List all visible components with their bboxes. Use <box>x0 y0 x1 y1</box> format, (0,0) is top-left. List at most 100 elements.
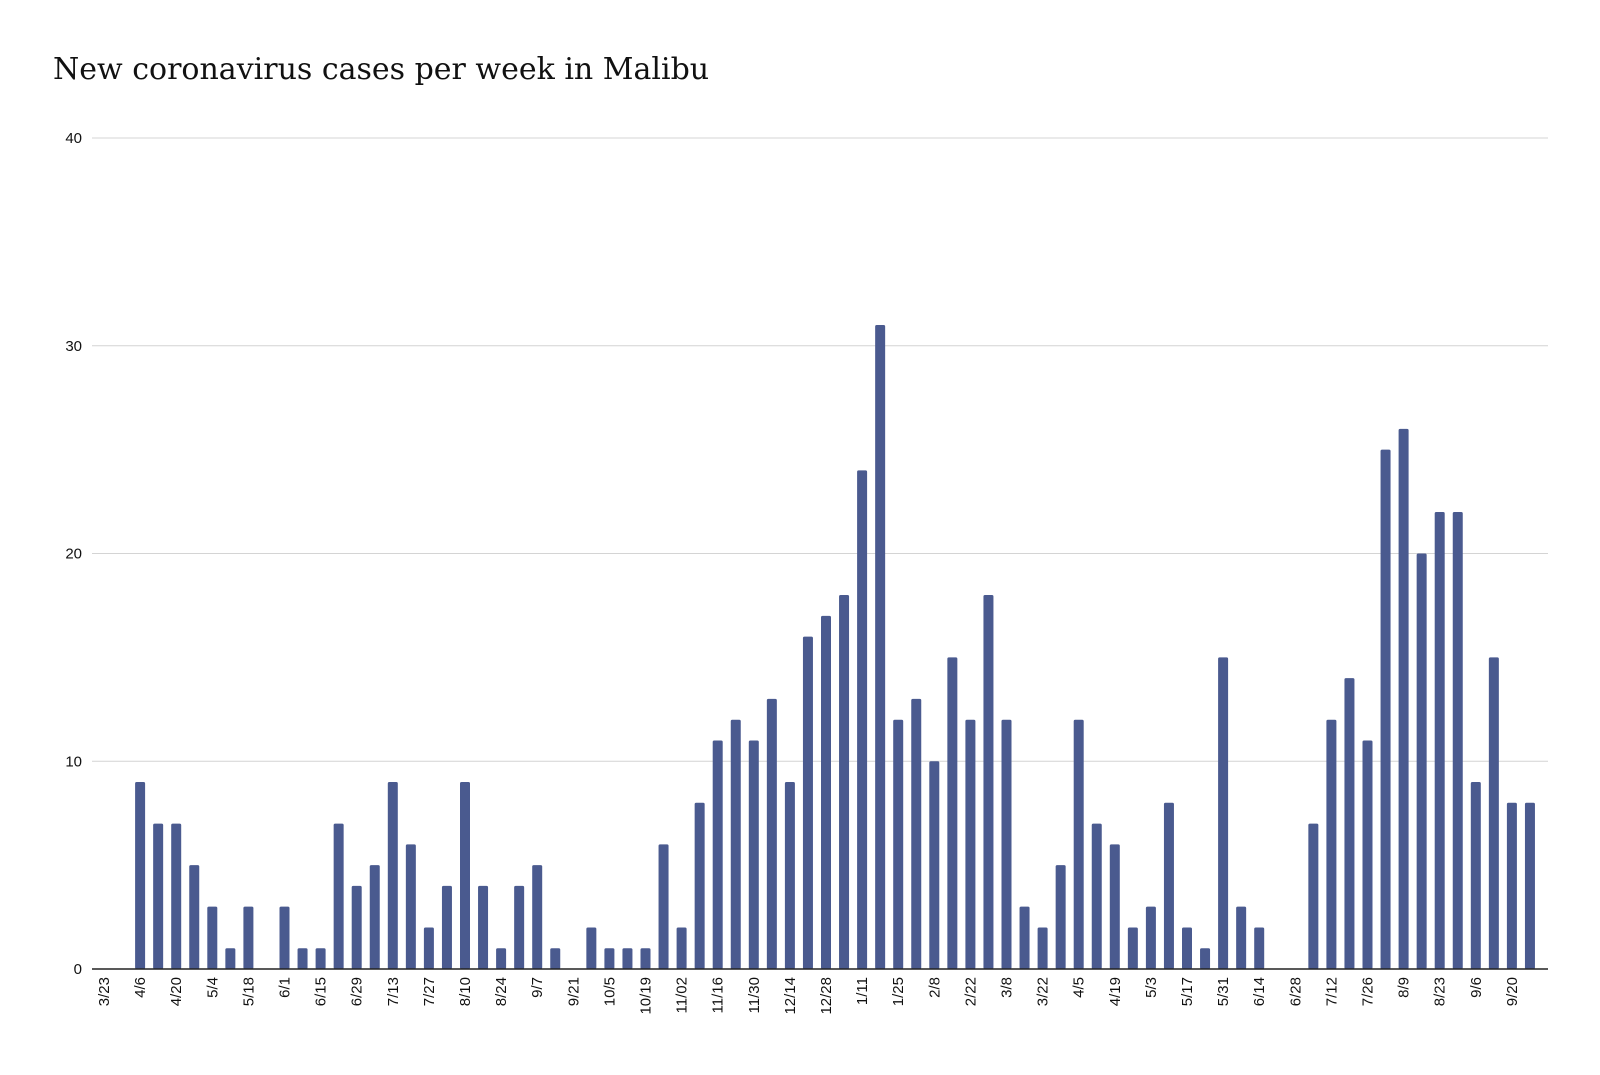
bar-8-9 <box>1398 428 1409 970</box>
bar-5-24 <box>1200 948 1211 969</box>
bar-1-11 <box>857 470 868 969</box>
x-tick-label: 2/8 <box>926 977 943 998</box>
bar-1-18 <box>875 324 886 970</box>
chart-title: New coronavirus cases per week in Malibu <box>53 52 710 87</box>
bar-1-25 <box>893 719 904 969</box>
bar-10-19 <box>640 948 651 969</box>
y-tick-label: 40 <box>65 130 82 147</box>
x-tick-label: 11/30 <box>746 977 763 1013</box>
y-tick-label: 0 <box>74 961 82 978</box>
bar-8-31 <box>514 885 525 969</box>
bar-7-13 <box>387 782 398 969</box>
bar-11-16 <box>712 740 723 969</box>
x-tick-label: 5/18 <box>240 977 257 1006</box>
bar-4-6 <box>135 782 146 969</box>
x-tick-label: 4/19 <box>1107 977 1124 1006</box>
bar-9-20 <box>1506 802 1517 969</box>
bar-3-1 <box>983 595 994 969</box>
x-tick-label: 6/15 <box>313 977 330 1006</box>
x-tick-label: 3/8 <box>999 977 1016 998</box>
bar-4-26 <box>1127 927 1138 969</box>
bar-9-6 <box>1470 782 1481 969</box>
x-tick-label: 9/21 <box>565 977 582 1006</box>
x-tick-label: 8/9 <box>1396 977 1413 998</box>
bar-11-02 <box>676 927 687 969</box>
bar-6-29 <box>351 885 362 969</box>
bar-9-28 <box>586 927 597 969</box>
x-tick-label: 4/6 <box>132 977 149 998</box>
x-tick-label: 8/10 <box>457 977 474 1006</box>
bar-8-2 <box>1380 449 1391 970</box>
bar-12-7 <box>766 698 777 969</box>
x-tick-label: 1/11 <box>854 977 871 1005</box>
bar-9-13 <box>1488 657 1499 970</box>
bar-6-15 <box>315 948 326 969</box>
bar-5-10 <box>1163 802 1174 969</box>
bar-5-18 <box>243 906 254 969</box>
bar-2-1 <box>911 698 922 969</box>
bar-12-28 <box>821 615 831 969</box>
bar-11-23 <box>730 719 741 969</box>
y-tick-label: 10 <box>65 753 82 770</box>
gridlines <box>92 137 1548 762</box>
x-tick-label: 7/12 <box>1323 977 1340 1006</box>
bar-3-15 <box>1019 906 1030 969</box>
bar-11-30 <box>748 740 759 969</box>
x-tick-label: 9/20 <box>1504 977 1521 1006</box>
bar-7-5 <box>1308 823 1319 969</box>
y-tick-label: 20 <box>65 546 82 563</box>
bar-8-10 <box>460 782 470 969</box>
bar-7-12 <box>1326 719 1337 969</box>
x-tick-label: 5/17 <box>1179 977 1196 1006</box>
x-tick-label: 11/16 <box>710 977 727 1013</box>
bar-6-1 <box>279 906 290 969</box>
x-tick-label: 12/14 <box>782 977 799 1015</box>
x-tick-label: 5/31 <box>1215 977 1232 1006</box>
bar-7-27 <box>423 927 434 969</box>
x-tick-label: 9/7 <box>529 977 546 998</box>
bar-8-3 <box>441 885 452 969</box>
bar-10-26 <box>658 844 669 969</box>
x-tick-label: 2/22 <box>962 977 979 1006</box>
bar-4-13 <box>153 823 164 969</box>
x-tick-label: 5/4 <box>204 977 221 998</box>
x-tick-label: 12/28 <box>818 977 835 1015</box>
x-tick-label: 7/26 <box>1360 977 1377 1006</box>
bars <box>135 324 1535 970</box>
bar-4-27 <box>189 865 200 970</box>
bar-4-20 <box>171 823 182 969</box>
bar-2-8 <box>929 761 940 969</box>
x-tick-label: 7/13 <box>385 977 402 1006</box>
x-tick-label: 10/19 <box>638 977 655 1015</box>
bar-3-29 <box>1055 865 1066 970</box>
x-tick-label: 8/23 <box>1432 977 1449 1006</box>
x-tick-label: 7/27 <box>421 977 438 1006</box>
bar-9-27 <box>1524 802 1535 969</box>
bar-6-14 <box>1254 927 1265 969</box>
bar-8-17 <box>478 885 489 969</box>
bar-3-8 <box>1001 719 1012 969</box>
bar-5-11 <box>225 948 236 969</box>
bar-12-14 <box>784 782 795 969</box>
bar-4-12 <box>1091 823 1102 969</box>
y-tick-labels: 0 10 20 30 40 <box>65 130 82 978</box>
y-tick-label: 30 <box>65 338 82 355</box>
bar-8-24 <box>496 948 507 969</box>
x-tick-label: 6/1 <box>277 977 294 998</box>
bar-4-19 <box>1109 844 1120 969</box>
bar-10-5 <box>604 948 615 969</box>
x-tick-label: 6/29 <box>349 977 366 1006</box>
bar-1-4 <box>839 595 850 969</box>
bar-11-9 <box>694 802 705 969</box>
x-tick-label: 3/23 <box>96 977 113 1006</box>
bar-12-21 <box>802 636 813 969</box>
bar-3-22 <box>1037 927 1048 969</box>
x-tick-label: 10/5 <box>601 977 618 1006</box>
bar-2-22 <box>965 719 976 969</box>
bar-2-15 <box>947 657 958 970</box>
x-tick-label: 1/25 <box>890 977 907 1006</box>
x-tick-label: 6/28 <box>1287 977 1304 1006</box>
x-tick-label: 11/02 <box>674 977 691 1013</box>
bar-10-12 <box>622 948 633 969</box>
bar-9-14 <box>550 948 561 969</box>
